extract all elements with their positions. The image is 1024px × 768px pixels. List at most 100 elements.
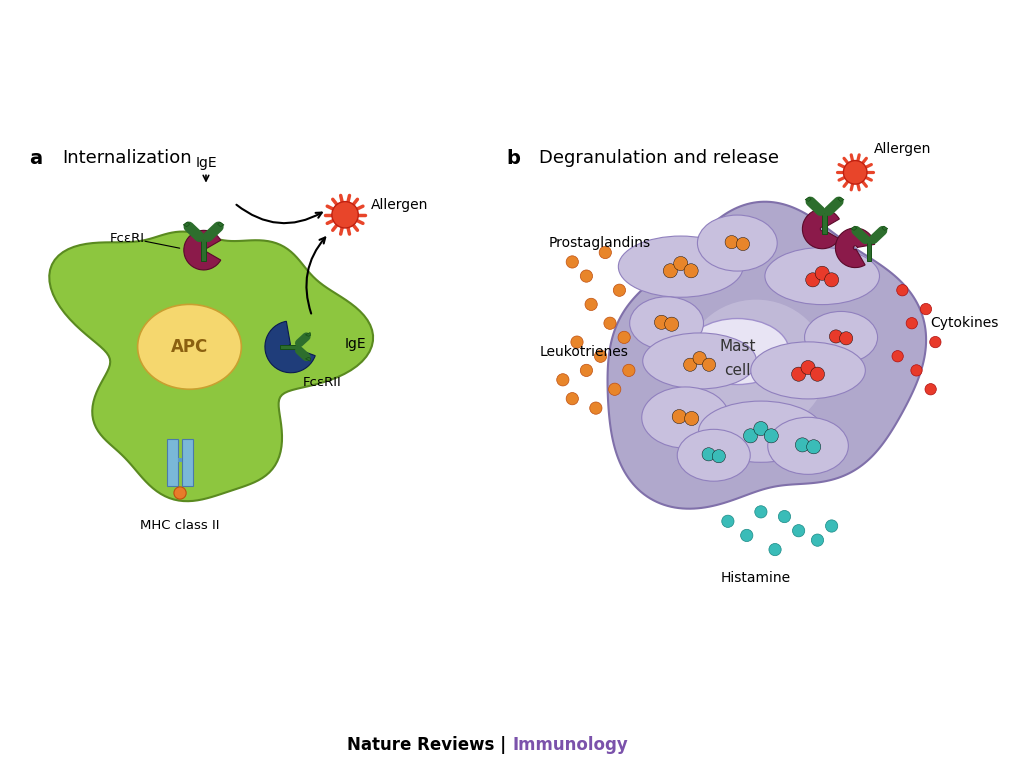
Circle shape [754,422,768,435]
Polygon shape [183,222,189,227]
Polygon shape [305,357,310,361]
Text: a: a [29,149,42,167]
FancyArrowPatch shape [299,336,306,343]
Circle shape [801,360,815,375]
Ellipse shape [698,401,823,462]
Text: Nature Reviews |: Nature Reviews | [347,736,512,754]
Circle shape [590,402,602,414]
Text: Allergen: Allergen [371,198,428,212]
Polygon shape [882,226,888,230]
Circle shape [810,367,824,381]
FancyArrowPatch shape [208,227,218,237]
Ellipse shape [618,236,743,297]
Circle shape [792,367,806,381]
Circle shape [608,383,621,396]
Circle shape [778,511,791,523]
FancyArrowPatch shape [188,227,200,237]
Circle shape [623,364,635,376]
Circle shape [702,358,716,372]
Text: cell: cell [724,363,751,378]
Polygon shape [49,232,373,502]
Circle shape [743,429,758,443]
Text: IgE: IgE [345,337,367,352]
Circle shape [672,409,686,424]
Circle shape [599,247,611,259]
Circle shape [722,515,734,528]
Polygon shape [202,239,206,260]
Circle shape [811,534,823,546]
Circle shape [829,329,843,343]
Circle shape [702,448,715,461]
Circle shape [174,487,186,499]
Circle shape [824,273,839,287]
Circle shape [566,392,579,405]
Ellipse shape [642,387,729,449]
Circle shape [796,438,809,452]
Circle shape [585,298,597,310]
Circle shape [815,266,829,280]
FancyArrowPatch shape [856,230,865,240]
Ellipse shape [630,296,703,349]
Circle shape [654,315,669,329]
Ellipse shape [677,429,751,482]
Circle shape [897,285,908,296]
Circle shape [806,273,820,287]
Text: FcεRII: FcεRII [303,376,341,389]
Text: Internalization: Internalization [62,149,191,167]
Circle shape [840,332,853,345]
Circle shape [892,350,903,362]
Polygon shape [607,202,926,508]
Text: APC: APC [171,338,208,356]
Circle shape [684,358,696,372]
Text: Cytokines: Cytokines [931,316,999,330]
Circle shape [557,374,569,386]
Circle shape [769,544,781,556]
Ellipse shape [685,300,827,432]
Text: FcεRI: FcεRI [110,232,144,245]
Polygon shape [178,458,182,462]
Circle shape [755,505,767,518]
Circle shape [740,529,753,541]
Polygon shape [867,241,871,261]
Ellipse shape [697,215,777,271]
Polygon shape [167,439,178,486]
Circle shape [736,237,750,250]
Circle shape [921,303,932,315]
Circle shape [925,383,936,395]
Polygon shape [805,197,811,201]
Text: MHC class II: MHC class II [140,519,220,532]
Circle shape [684,263,698,278]
FancyArrowPatch shape [873,230,883,240]
Circle shape [613,284,626,296]
Text: Degranulation and release: Degranulation and release [540,149,779,167]
Circle shape [693,352,707,365]
Polygon shape [822,213,826,233]
Circle shape [685,412,698,425]
Circle shape [764,429,778,443]
Wedge shape [803,209,840,249]
Polygon shape [305,333,310,336]
Ellipse shape [137,304,242,389]
Ellipse shape [643,333,757,389]
Circle shape [725,236,738,249]
Text: Allergen: Allergen [874,142,932,156]
Circle shape [930,336,941,348]
Circle shape [332,201,358,228]
Circle shape [844,161,867,184]
Polygon shape [851,226,857,230]
Polygon shape [280,345,297,349]
Wedge shape [836,228,874,267]
Ellipse shape [685,319,790,385]
Wedge shape [184,230,221,270]
Circle shape [595,350,606,362]
Text: Immunology: Immunology [512,736,628,754]
Circle shape [604,317,616,329]
Wedge shape [265,321,315,372]
Circle shape [665,317,679,331]
Circle shape [566,256,579,268]
Text: IgE: IgE [196,156,217,170]
Text: Prostaglandins: Prostaglandins [549,236,651,250]
Circle shape [618,331,631,343]
Circle shape [581,364,593,376]
Circle shape [793,525,805,537]
